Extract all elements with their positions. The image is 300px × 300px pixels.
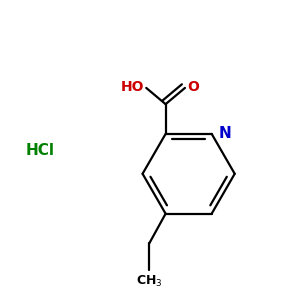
Text: CH$_3$: CH$_3$ [136,274,163,289]
Text: O: O [187,80,199,94]
Text: HCl: HCl [26,142,55,158]
Text: N: N [218,126,231,141]
Text: HO: HO [120,80,144,94]
